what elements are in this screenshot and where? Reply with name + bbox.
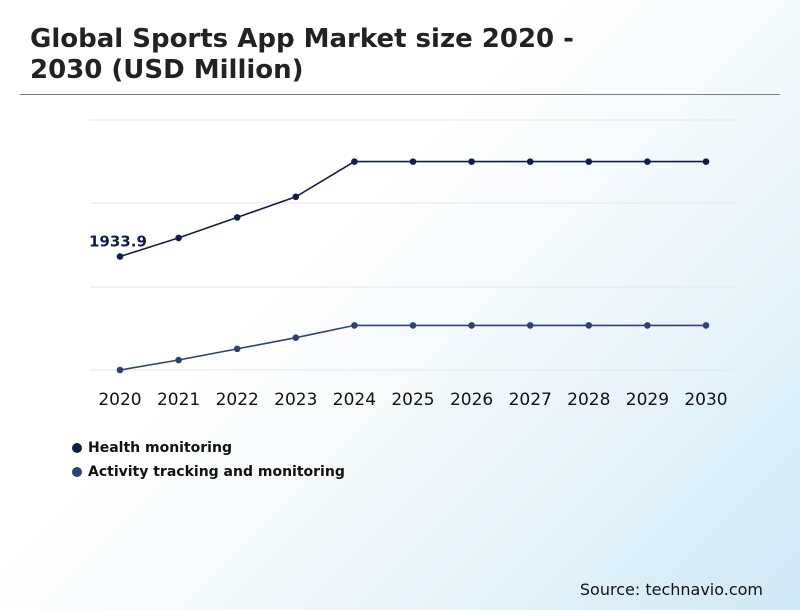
x-tick-label: 2023 — [274, 390, 317, 410]
series-points — [116, 158, 710, 374]
data-point — [292, 193, 300, 201]
x-tick-label: 2025 — [391, 390, 434, 410]
data-point — [585, 322, 593, 329]
x-tick-label: 2030 — [684, 390, 727, 410]
legend-label: Activity tracking and monitoring — [88, 464, 345, 480]
legend-marker — [72, 443, 82, 453]
data-point — [409, 322, 417, 329]
data-point — [233, 345, 241, 353]
data-point — [175, 356, 182, 364]
data-point — [702, 158, 710, 165]
source-credit: Source: technavio.com — [579, 580, 763, 599]
data-point — [585, 158, 593, 165]
data-point — [644, 158, 651, 165]
title-divider — [20, 94, 780, 95]
data-point — [116, 253, 124, 260]
data-point — [116, 366, 124, 374]
legend-label: Health monitoring — [88, 440, 232, 456]
legend-marker — [72, 467, 82, 477]
annotations: 1933.9 — [89, 232, 147, 250]
series-lines — [119, 160, 706, 371]
x-tick-label: 2026 — [450, 390, 493, 410]
gridlines — [90, 119, 736, 371]
legend-item-health-monitoring[interactable]: Health monitoring — [72, 436, 345, 460]
series-line — [119, 160, 706, 258]
data-point — [702, 322, 710, 329]
data-point — [526, 158, 534, 165]
data-point — [292, 334, 300, 342]
data-point — [175, 234, 182, 242]
x-tick-label: 2024 — [333, 390, 376, 410]
data-point — [233, 214, 241, 221]
x-tick-label: 2028 — [567, 390, 610, 410]
legend: Health monitoring Activity tracking and … — [72, 436, 345, 484]
x-axis-ticks: 2020 2021 2022 2023 2024 2025 2026 2027 2028 2029… — [98, 390, 727, 410]
series-line — [119, 324, 706, 371]
x-tick-label: 2027 — [509, 390, 552, 410]
data-point — [468, 158, 475, 165]
x-tick-label: 2029 — [626, 390, 669, 410]
data-point — [468, 322, 475, 329]
data-point — [409, 158, 417, 165]
x-tick-label: 2022 — [216, 390, 259, 410]
data-point — [351, 158, 358, 165]
legend-item-activity-tracking[interactable]: Activity tracking and monitoring — [72, 460, 345, 484]
data-label: 1933.9 — [89, 232, 147, 250]
data-point — [644, 322, 651, 329]
data-point — [351, 322, 358, 329]
x-tick-label: 2021 — [157, 390, 200, 410]
x-tick-label: 2020 — [98, 390, 141, 410]
data-point — [526, 322, 534, 329]
chart-title: Global Sports App Market size 2020 - 203… — [30, 24, 574, 85]
